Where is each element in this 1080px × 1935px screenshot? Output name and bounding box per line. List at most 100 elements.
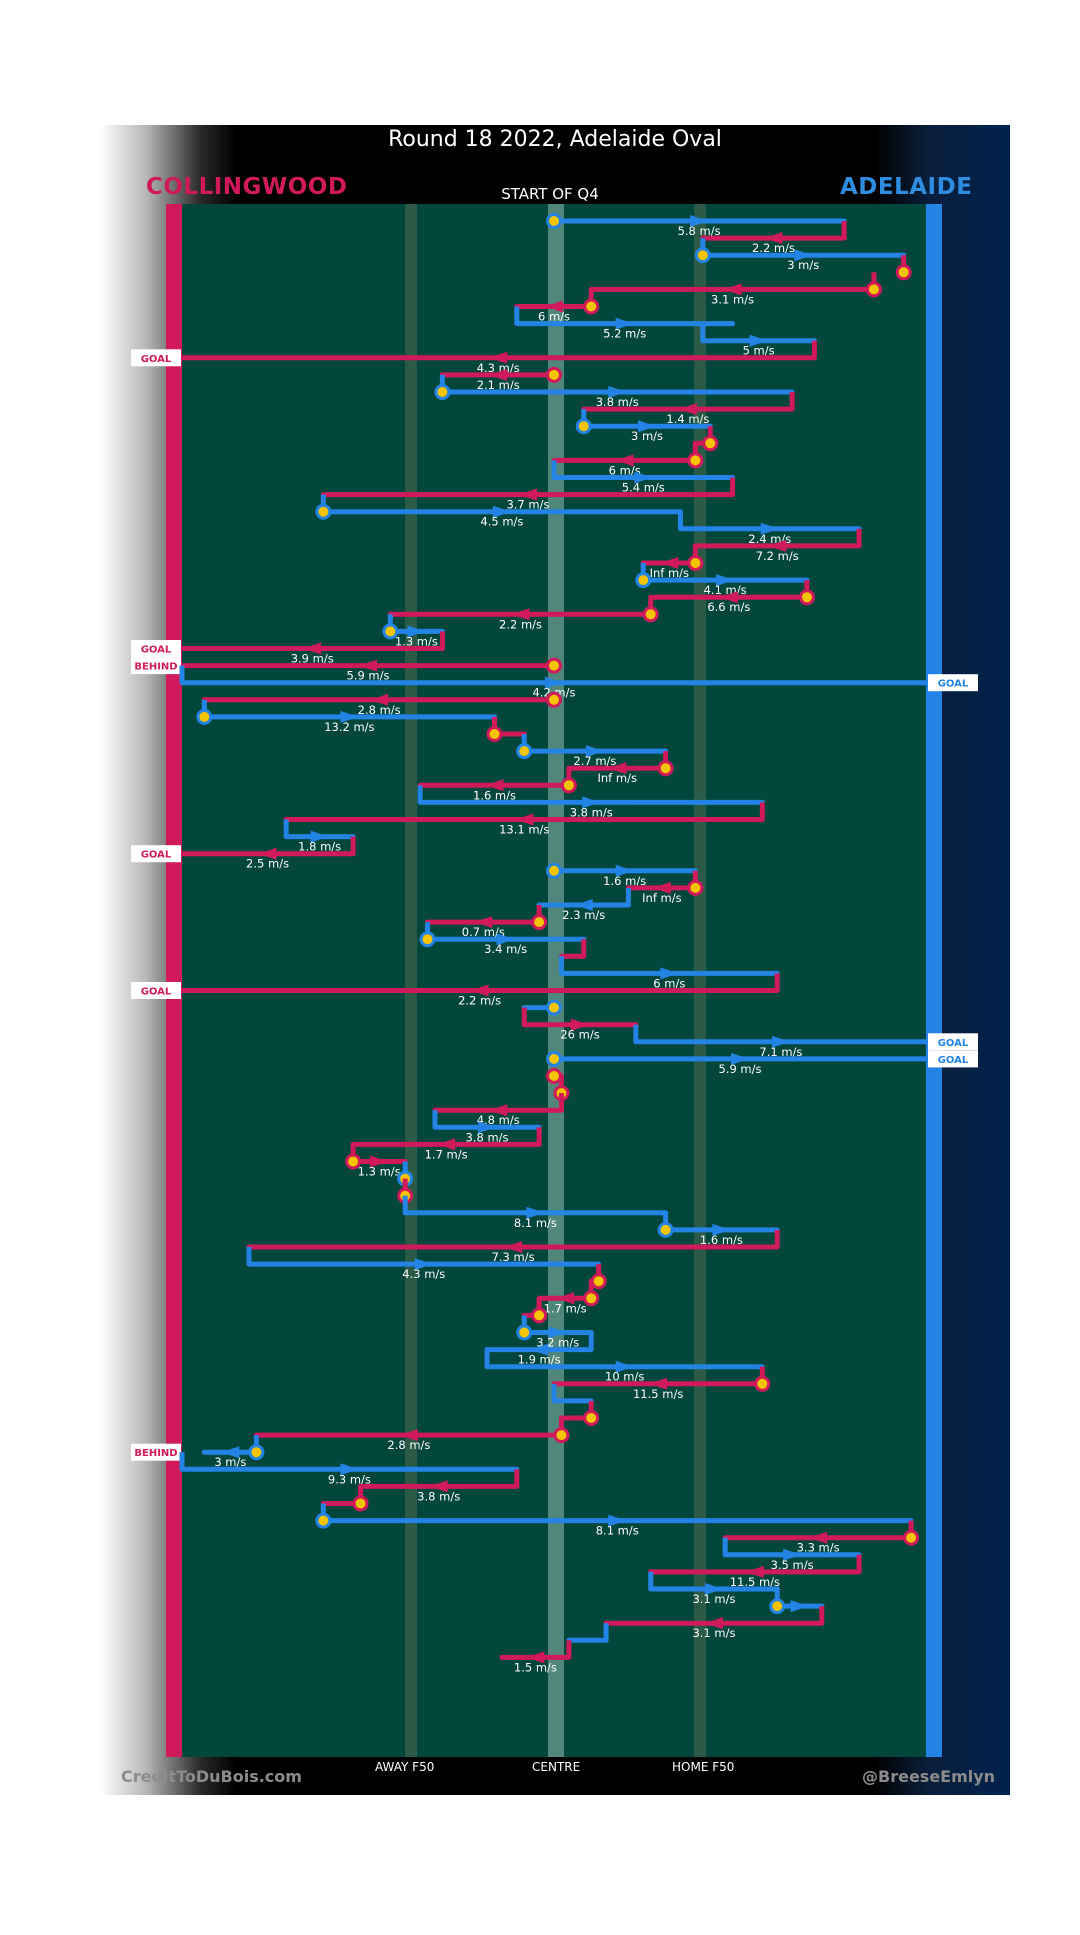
footer-credit: CreditToDuBois.com — [121, 1767, 302, 1786]
speed-label: 3 m/s — [631, 429, 663, 443]
chain-arrow — [221, 1446, 240, 1459]
speed-label: 3.4 m/s — [484, 942, 527, 956]
chain-arrow — [608, 762, 627, 775]
turnover-marker — [903, 1529, 920, 1546]
speed-label: 5 m/s — [743, 344, 775, 358]
speed-label: 2.3 m/s — [562, 908, 605, 922]
collingwood-goal-line — [166, 204, 182, 1757]
chain-arrow — [764, 232, 783, 245]
turnover-marker — [769, 1598, 786, 1615]
speed-label: 1.6 m/s — [603, 874, 646, 888]
chain-arrow — [545, 300, 563, 313]
speed-label: 3.8 m/s — [466, 1130, 509, 1144]
turnover-marker — [694, 247, 711, 264]
speed-label: 2.7 m/s — [573, 754, 616, 768]
result-badge-box — [928, 1033, 978, 1051]
chain-arrow — [526, 1651, 545, 1664]
speed-label: 2.5 m/s — [246, 857, 289, 871]
axis-label-home-f50: HOME F50 — [672, 1760, 735, 1774]
speed-label: Inf m/s — [598, 771, 637, 785]
turnover-marker — [382, 623, 399, 640]
chain-arrow — [489, 1104, 508, 1117]
chain-arrow — [716, 574, 735, 587]
speed-label: 1.5 m/s — [514, 1660, 557, 1674]
speed-label: 7.1 m/s — [759, 1045, 802, 1059]
turnover-marker — [895, 264, 912, 281]
speed-label: 11.5 m/s — [633, 1387, 683, 1401]
turnover-marker — [546, 1050, 562, 1067]
speed-label: 3.7 m/s — [506, 498, 549, 512]
turnover-marker — [635, 572, 652, 589]
speed-label: Inf m/s — [650, 566, 689, 580]
chain-arrow — [414, 1258, 433, 1271]
turnover-marker — [583, 298, 600, 315]
chain-arrow — [634, 471, 653, 484]
result-badge-box — [131, 640, 181, 657]
chain-arrow — [712, 1223, 731, 1236]
chain-arrow — [492, 505, 511, 518]
speed-label: 4.3 m/s — [477, 361, 520, 375]
turnover-marker — [546, 691, 562, 708]
chain-arrow — [678, 403, 697, 416]
speed-label: 1.8 m/s — [298, 840, 341, 854]
chain-arrow — [359, 659, 377, 672]
chain-arrow — [571, 1018, 590, 1031]
speed-label: 3.3 m/s — [797, 1541, 840, 1555]
turnover-marker — [754, 1375, 771, 1392]
turnover-marker — [345, 1153, 362, 1170]
chain-arrow — [704, 1583, 723, 1595]
turnover-marker — [315, 503, 332, 520]
away-f50-band — [405, 204, 417, 1757]
speed-label: 3.1 m/s — [692, 1626, 735, 1640]
result-badge-label: GOAL — [141, 645, 172, 656]
chain-arrow — [794, 249, 813, 262]
speed-label: 1.9 m/s — [518, 1353, 561, 1367]
speed-label: 1.7 m/s — [425, 1147, 468, 1161]
turnover-marker — [531, 1307, 548, 1324]
speed-label: 26 m/s — [560, 1028, 599, 1042]
chain-arrow — [515, 813, 534, 826]
chain-arrow — [370, 693, 389, 706]
axis-label-centre: CENTRE — [532, 1760, 581, 1774]
turnover-marker — [546, 657, 562, 674]
footer-handle: @BreeseEmlyn — [862, 1767, 996, 1786]
result-badge-box — [131, 845, 181, 863]
speed-label: 3 m/s — [214, 1455, 246, 1469]
speed-label: 5.2 m/s — [603, 327, 646, 341]
speed-label: 1.7 m/s — [544, 1301, 587, 1315]
speed-label: 5.9 m/s — [346, 669, 389, 683]
turnover-marker — [560, 777, 577, 794]
chain-arrow — [690, 215, 709, 227]
speed-label: 8.1 m/s — [514, 1216, 557, 1230]
turnover-marker — [516, 743, 533, 760]
chain-arrow — [768, 539, 787, 552]
chain-arrow — [723, 283, 742, 296]
result-badge-label: GOAL — [141, 850, 172, 861]
speed-label: 11.5 m/s — [730, 1575, 780, 1589]
chain-arrow — [608, 386, 627, 398]
turnover-marker — [687, 879, 704, 896]
turnover-marker — [657, 1221, 674, 1238]
chain-arrow — [399, 1429, 418, 1442]
result-badge-label: GOAL — [141, 354, 172, 365]
speed-label: 4.8 m/s — [477, 1113, 520, 1127]
speed-label: 5.4 m/s — [622, 481, 665, 495]
chain-arrow — [545, 676, 563, 689]
speed-label: 3.5 m/s — [771, 1558, 814, 1572]
chain-arrow — [582, 796, 601, 809]
chain-arrow — [760, 522, 779, 535]
turnover-marker — [196, 708, 213, 725]
turnover-marker — [687, 555, 704, 571]
turnover-marker — [553, 1427, 570, 1444]
chain-arrow — [660, 557, 679, 569]
turnover-marker — [546, 213, 562, 229]
chain-arrow — [615, 454, 634, 467]
speed-label: 6 m/s — [653, 976, 685, 990]
speed-label: 3 m/s — [787, 258, 819, 272]
chain-arrow — [303, 642, 322, 655]
chain-arrow — [470, 984, 489, 997]
turnover-marker — [248, 1444, 265, 1461]
turnover-marker — [575, 418, 592, 435]
chain-arrow — [526, 1206, 545, 1219]
